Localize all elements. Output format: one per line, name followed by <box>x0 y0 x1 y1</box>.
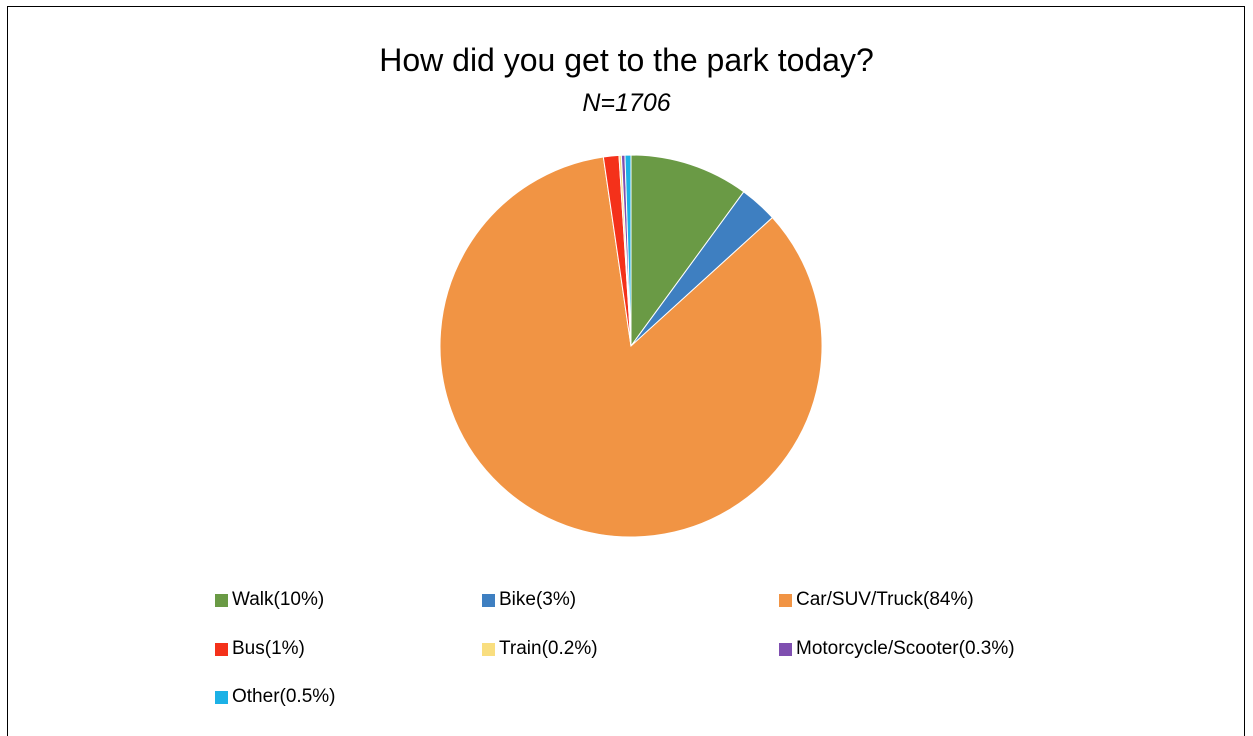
legend-swatch <box>215 690 228 704</box>
legend-item-1: Bike(3%) <box>482 589 576 611</box>
legend-swatch <box>482 642 495 656</box>
legend-swatch <box>779 593 792 607</box>
legend-item-3: Bus(1%) <box>215 638 305 660</box>
pie-slice-6 <box>624 154 632 347</box>
legend-item-0: Walk(10%) <box>215 589 324 611</box>
legend-swatch <box>215 593 228 607</box>
legend-label: Bike(3%) <box>499 589 577 610</box>
legend-label: Other(0.5%) <box>232 686 336 707</box>
legend-item-5: Motorcycle/Scooter(0.3%) <box>779 638 1015 660</box>
pie-slice-0 <box>630 154 745 348</box>
pie-slice-2 <box>439 156 823 538</box>
chart-title: How did you get to the park today? <box>379 42 874 78</box>
legend-label: Walk(10%) <box>232 589 325 610</box>
legend-item-4: Train(0.2%) <box>482 638 598 660</box>
legend-item-6: Other(0.5%) <box>215 686 335 708</box>
legend-swatch <box>482 593 495 607</box>
legend-label: Train(0.2%) <box>499 638 598 659</box>
legend-item-2: Car/SUV/Truck(84%) <box>779 589 974 611</box>
legend-label: Motorcycle/Scooter(0.3%) <box>796 638 1015 659</box>
legend-swatch <box>779 642 792 656</box>
legend-label: Bus(1%) <box>232 638 305 659</box>
chart-frame <box>7 6 1245 736</box>
chart-subtitle: N=1706 <box>582 89 671 117</box>
legend-swatch <box>215 642 228 656</box>
legend-label: Car/SUV/Truck(84%) <box>796 589 974 610</box>
